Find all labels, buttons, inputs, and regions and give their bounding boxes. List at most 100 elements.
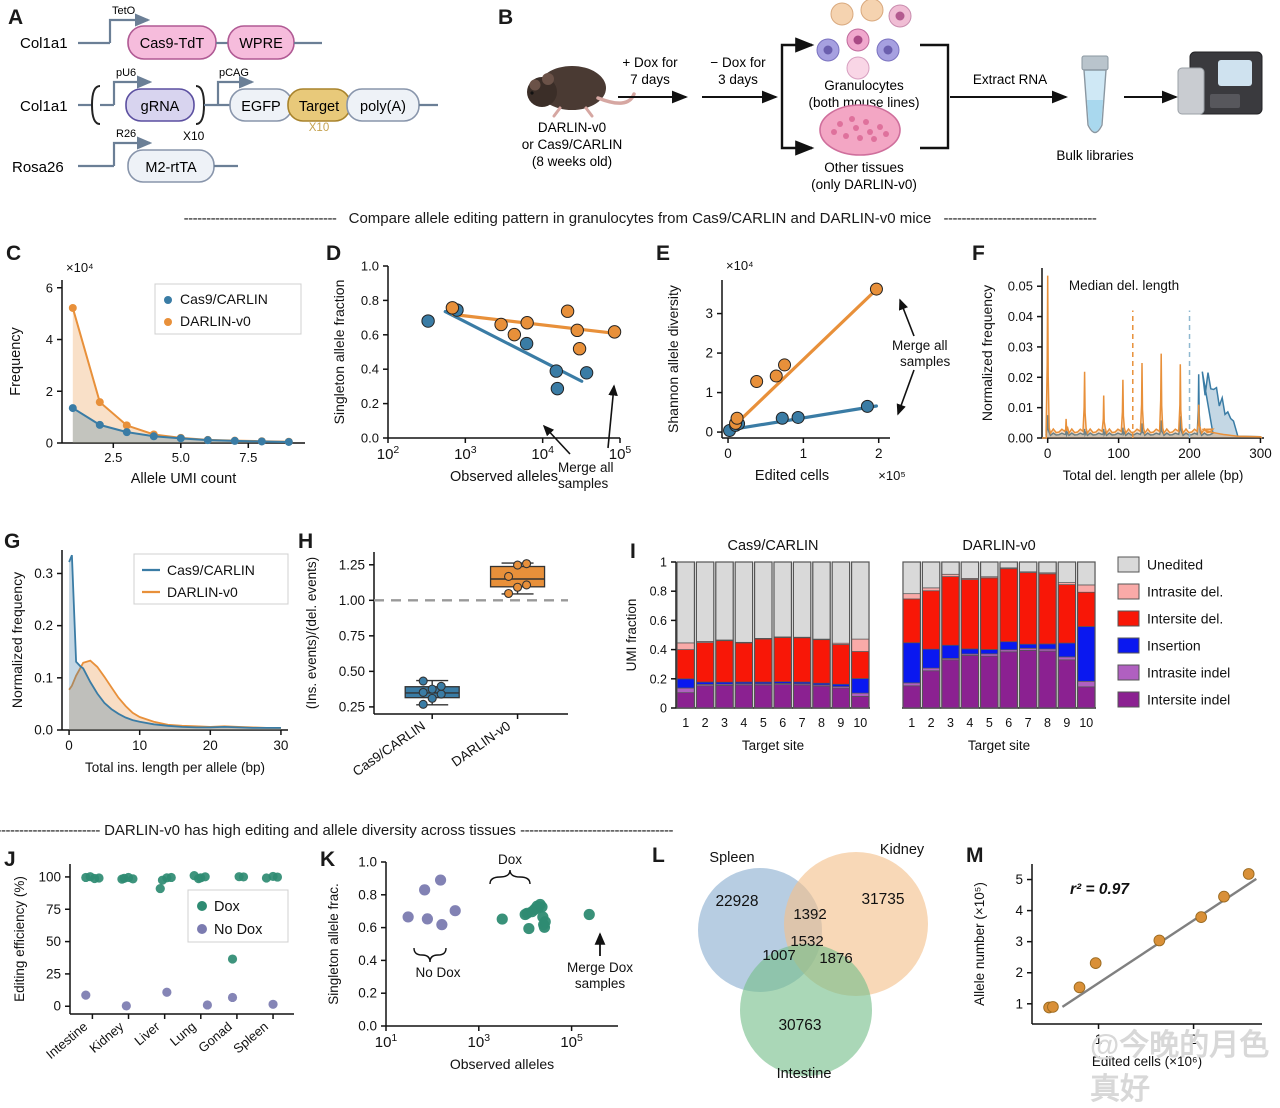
axis-label: 2 <box>875 446 883 461</box>
legend-label: Intrasite del. <box>1147 584 1223 600</box>
data-point <box>504 571 514 581</box>
row3-promoter: R26 <box>116 128 136 140</box>
venn-count-all: 1532 <box>790 933 823 950</box>
point <box>791 410 805 424</box>
exponent: 2 <box>393 444 399 456</box>
panel-i-label: I <box>630 540 636 563</box>
panel-g-label: G <box>4 530 21 553</box>
data-point <box>419 884 431 896</box>
axis-label: Dox <box>214 899 241 915</box>
bar-segment <box>1057 642 1076 658</box>
x-tick-label: 5 <box>986 716 993 730</box>
row2-el-1: EGFP <box>241 99 280 115</box>
bar-segment <box>999 641 1018 651</box>
data-point <box>227 992 238 1003</box>
step2-line1: 3 days <box>718 72 758 87</box>
line-curve <box>1042 275 1263 439</box>
row2-promoter-2: pCAG <box>219 67 249 79</box>
bar-segment <box>980 561 999 578</box>
category-label: Kidney <box>86 1018 126 1055</box>
bar-segment <box>960 579 979 650</box>
axis-label: 0.2 <box>34 618 53 633</box>
x-axis-title: Observed alleles <box>450 469 558 485</box>
y-axis-title: Shannon allele diversity <box>665 285 681 433</box>
axis-label: 100 <box>38 869 61 884</box>
panel-f: F 0.00 0.01 0.02 0.03 0.04 0.05 0 100 200 300 Tota… <box>968 238 1280 503</box>
data-point <box>418 687 428 697</box>
y-axis-title: Allele number (×10⁵) <box>972 882 987 1006</box>
data-point <box>402 911 414 923</box>
bar-segment <box>999 568 1018 643</box>
bar-segment <box>980 653 999 657</box>
panel-j-label: J <box>4 848 16 871</box>
bar-segment <box>851 678 870 694</box>
row2-el-0: gRNA <box>141 99 180 115</box>
category-label: Spleen <box>230 1019 271 1057</box>
venn-count-intestine: 30763 <box>778 1017 821 1034</box>
bar-outline <box>676 561 696 709</box>
bar-segment <box>902 561 921 595</box>
point <box>860 399 874 413</box>
step1-line1: 7 days <box>630 72 670 87</box>
axis-label: 3 <box>1015 934 1023 949</box>
x-tick-label: 8 <box>818 716 825 730</box>
bar-segment <box>734 561 753 643</box>
axis-label: 2 <box>46 384 53 399</box>
axis-label: 0.6 <box>361 327 379 342</box>
sequencer-illustration <box>1177 51 1263 115</box>
axis-label: 104 <box>531 444 554 463</box>
axis-label: 0.25 <box>339 699 365 714</box>
axis-label: 0 <box>705 425 713 440</box>
row1-el-1: WPRE <box>239 36 283 52</box>
mouse-caption-2: (8 weeks old) <box>532 154 612 169</box>
row1-promoter: TetO <box>112 5 136 17</box>
area-DARLIN-v0 <box>69 660 281 730</box>
branch-top-0: Granulocytes <box>824 78 904 93</box>
panel-a-diagram: Col1a1 TetO Cas9-TdT WPRE Col1a1 pU6 gRN… <box>12 5 438 183</box>
x-tick-label: 10 <box>1079 716 1093 730</box>
axis-label: 1.00 <box>339 593 365 608</box>
annotation-line-0: Merge all <box>892 338 948 353</box>
bar-segment <box>1038 643 1057 650</box>
bar-segment <box>1019 649 1038 709</box>
x-tick-label: 1 <box>682 716 689 730</box>
panel-m: M 1 2 3 4 5 1 2 Edited cells (×10⁶) Allele numbe… <box>958 838 1280 1086</box>
area-DARLIN-v0 <box>72 307 289 443</box>
tube-illustration <box>1081 55 1109 134</box>
bar-segment <box>941 573 960 577</box>
data-point <box>427 684 437 694</box>
bar-segment <box>1019 572 1038 645</box>
exponent: 5 <box>625 444 631 456</box>
bulk-libraries-label: Bulk libraries <box>1056 148 1134 163</box>
data-point <box>121 1001 131 1011</box>
x-tick-label: 10 <box>853 716 867 730</box>
legend: Dox No Dox <box>187 889 289 943</box>
bar-segment <box>941 561 960 575</box>
point <box>507 327 522 342</box>
panel-g: G 0.0 0.1 0.2 0.3 0 10 20 30 Total ins. length p… <box>0 518 320 798</box>
category-label: Intestine <box>43 1019 90 1062</box>
y-axis-title: Normalized frequency <box>979 285 995 421</box>
data-point <box>513 560 523 570</box>
panel-l: L Spleen Kidney Intestine 22928 31735 30763 13… <box>640 838 970 1086</box>
bar-segment <box>696 685 715 709</box>
x-axis-title: Total ins. length per allele (bp) <box>85 760 265 775</box>
axis-label: 6 <box>46 280 53 295</box>
bar-segment <box>715 640 734 683</box>
axis-label: 25 <box>46 966 61 981</box>
data-point <box>434 874 447 886</box>
point <box>730 411 744 425</box>
bar-outline <box>999 561 1019 709</box>
axis-label: 300 <box>1249 446 1272 461</box>
bar-segment <box>941 576 960 646</box>
exponent: 3 <box>484 1032 490 1044</box>
point <box>284 437 293 446</box>
bar-segment <box>1077 584 1096 593</box>
panel-b-label: B <box>498 6 514 29</box>
bar-segment <box>922 590 941 650</box>
axis-label: 103 <box>454 444 477 463</box>
legend-marker <box>164 296 172 304</box>
data-point <box>238 872 249 882</box>
axis-label: 1 <box>705 385 713 400</box>
bar-segment <box>754 561 773 639</box>
